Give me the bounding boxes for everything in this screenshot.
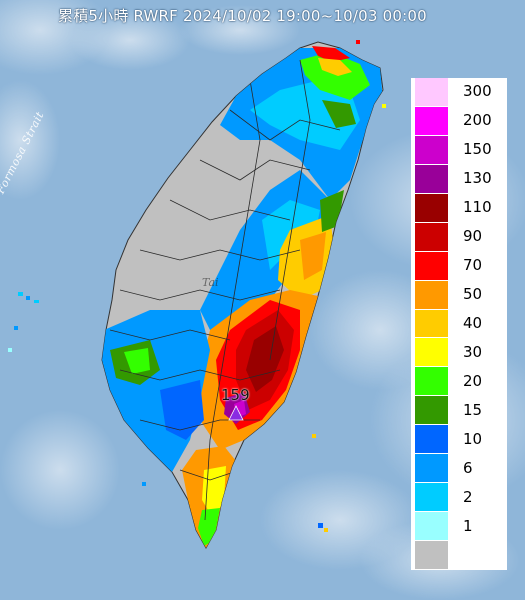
map-title: 累積5小時 RWRF 2024/10/02 19:00~10/03 00:00 — [58, 7, 427, 25]
legend-label: 150 — [463, 140, 492, 159]
legend-swatch — [415, 425, 448, 455]
legend-label: 90 — [463, 227, 483, 246]
legend-swatch — [415, 541, 448, 570]
legend-label: 6 — [463, 458, 473, 477]
legend-label: 40 — [463, 314, 483, 332]
legend-label: 15 — [463, 400, 483, 419]
sea-echoes — [8, 40, 386, 532]
legend-swatch — [415, 367, 448, 397]
legend-swatch — [415, 135, 448, 165]
legend-label: 130 — [463, 169, 492, 188]
island-label: Tai — [202, 276, 219, 289]
legend-swatch — [415, 309, 448, 339]
legend-swatch — [415, 396, 448, 426]
legend-label: 10 — [463, 429, 483, 448]
legend-swatch — [415, 338, 448, 368]
legend-swatch — [415, 106, 448, 136]
legend-swatch — [415, 164, 448, 194]
peak-value-label: 159 — [221, 386, 250, 404]
legend-swatch — [415, 280, 448, 310]
legend-label: 30 — [463, 342, 483, 361]
legend-label: 50 — [463, 285, 483, 304]
rainfall-overlay — [102, 46, 383, 548]
legend-label: 110 — [463, 198, 492, 217]
rainfall-legend: 300 200 150 130 110 90 70 50 40 30 20 15 10 6 2 1 — [411, 78, 507, 570]
legend-swatch — [415, 483, 448, 513]
legend-swatch — [415, 454, 448, 484]
legend-swatch — [415, 78, 448, 107]
legend-swatch — [415, 222, 448, 252]
legend-swatch — [415, 512, 448, 542]
legend-label: 70 — [463, 256, 483, 275]
legend-label: 300 — [463, 82, 492, 101]
legend-swatch — [415, 251, 448, 281]
legend-label: 20 — [463, 371, 483, 390]
triangle-marker-icon — [228, 405, 244, 421]
legend-label: 2 — [463, 487, 473, 506]
legend-label: 1 — [463, 516, 473, 535]
legend-label: 200 — [463, 111, 492, 130]
legend-swatch — [415, 193, 448, 223]
